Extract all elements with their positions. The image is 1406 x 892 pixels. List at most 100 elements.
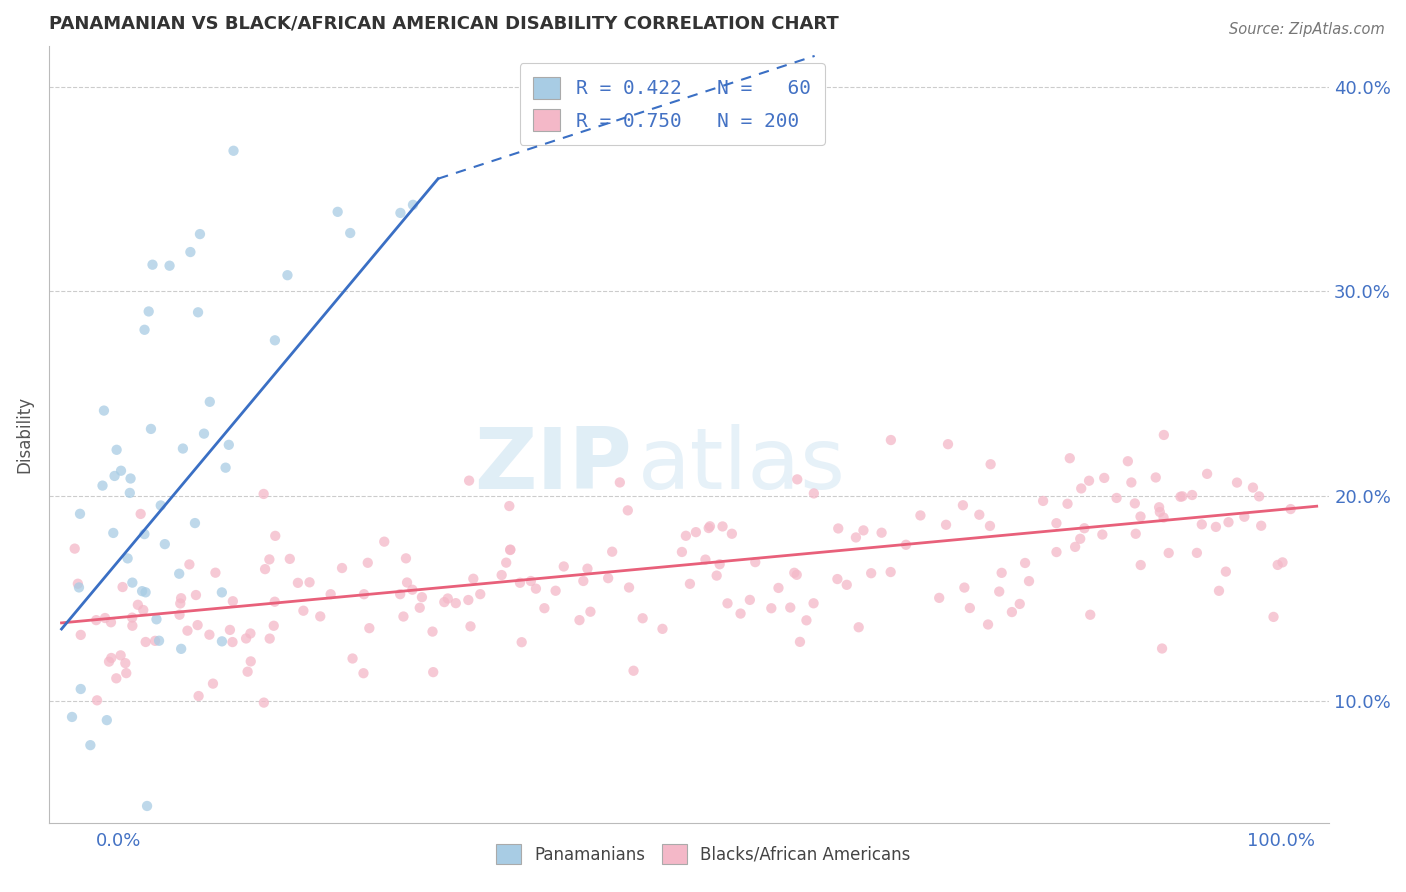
Point [1181,488,1204,502]
Point [880,433,903,447]
Point [63,541,86,556]
Point [179,245,201,260]
Point [848,620,870,634]
Point [326,204,349,219]
Point [1125,526,1147,541]
Point [1241,481,1264,495]
Point [631,611,654,625]
Point [121,610,143,624]
Point [169,607,191,622]
Point [1032,494,1054,508]
Point [910,508,932,523]
Point [214,460,236,475]
Point [60,710,83,724]
Point [544,583,567,598]
Point [145,612,167,626]
Point [66,576,89,591]
Point [201,676,224,690]
Point [845,531,868,545]
Point [287,575,309,590]
Legend: R = 0.422   N =   60, R = 0.750   N = 200: R = 0.422 N = 60, R = 0.750 N = 200 [520,63,824,145]
Point [339,226,361,240]
Point [1056,497,1078,511]
Point [524,582,547,596]
Point [979,519,1001,533]
Point [110,648,132,663]
Point [600,544,623,558]
Point [953,581,976,595]
Point [671,545,693,559]
Text: atlas: atlas [638,425,846,508]
Point [1249,489,1271,503]
Point [1001,605,1024,619]
Point [1078,474,1101,488]
Point [433,595,456,609]
Point [952,498,974,512]
Point [204,566,226,580]
Point [460,619,482,633]
Point [120,890,142,892]
Point [259,632,281,646]
Point [193,426,215,441]
Point [169,596,191,610]
Point [695,552,717,566]
Point [786,567,808,582]
Point [359,621,381,635]
Point [1147,500,1170,515]
Point [1205,520,1227,534]
Point [499,542,522,557]
Point [264,529,287,543]
Point [499,543,522,558]
Text: PANAMANIAN VS BLACK/AFRICAN AMERICAN DISABILITY CORRELATION CHART: PANAMANIAN VS BLACK/AFRICAN AMERICAN DIS… [49,15,839,33]
Point [153,537,176,551]
Point [176,624,198,638]
Point [278,552,301,566]
Point [211,634,233,648]
Point [198,394,221,409]
Point [94,611,117,625]
Point [353,666,375,681]
Point [167,566,190,581]
Point [1073,521,1095,535]
Point [84,613,107,627]
Point [1069,532,1091,546]
Point [463,572,485,586]
Point [706,568,728,582]
Point [1116,454,1139,468]
Y-axis label: Disability: Disability [15,396,32,473]
Point [411,590,433,604]
Point [121,619,143,633]
Point [187,305,209,319]
Point [894,538,917,552]
Point [218,438,240,452]
Point [1123,496,1146,510]
Point [330,561,353,575]
Point [1045,516,1067,531]
Text: Source: ZipAtlas.com: Source: ZipAtlas.com [1229,22,1385,37]
Point [389,206,412,220]
Point [105,442,128,457]
Point [470,587,492,601]
Point [211,585,233,599]
Point [105,671,128,685]
Point [1185,546,1208,560]
Point [803,596,825,610]
Point [1149,505,1171,519]
Point [1208,583,1230,598]
Point [170,591,193,606]
Point [187,689,209,703]
Point [783,566,806,580]
Point [373,534,395,549]
Point [495,556,517,570]
Point [409,600,432,615]
Point [392,609,415,624]
Point [1271,555,1294,569]
Point [263,619,285,633]
Point [170,641,193,656]
Point [309,609,332,624]
Point [936,437,959,451]
Text: 100.0%: 100.0% [1247,831,1315,849]
Point [357,556,380,570]
Point [1233,509,1256,524]
Point [136,799,159,814]
